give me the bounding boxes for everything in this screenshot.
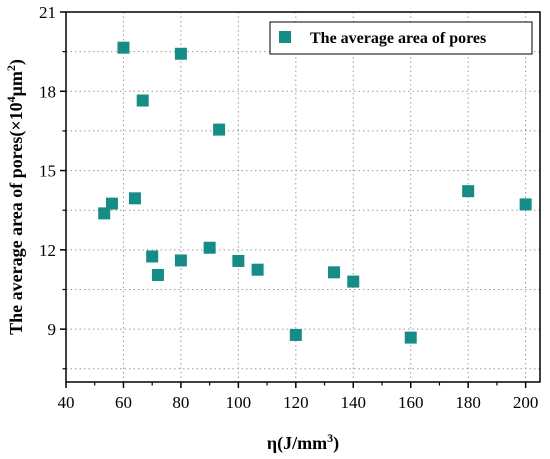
y-axis-label: The average area of pores(×104μm2) [4,59,27,335]
x-axis-label-sup: 3 [327,431,333,445]
x-tick-label: 180 [455,393,481,412]
data-point [289,328,302,341]
x-tick-label: 60 [115,393,132,412]
y-axis-label-sup2: 2 [4,65,18,71]
x-axis-label-main: η(J/mm [267,433,327,454]
x-axis-label-end: ) [333,433,339,454]
y-axis-label-main: The average area of pores(×10 [6,102,27,335]
x-tick-label: 140 [341,393,367,412]
legend-label: The average area of pores [310,30,486,47]
data-point [213,123,226,136]
data-point [251,263,264,276]
x-tick-label: 120 [283,393,309,412]
x-tick-label: 80 [172,393,189,412]
data-point [404,331,417,344]
data-point [232,254,245,267]
x-tick-label: 200 [513,393,539,412]
y-tick-label: 9 [48,320,57,339]
data-point [136,94,149,107]
y-tick-label: 15 [39,162,56,181]
data-point [174,254,187,267]
legend-box [269,21,533,55]
data-point [128,192,141,205]
data-point [105,197,118,210]
x-tick-label: 100 [226,393,252,412]
y-tick-label: 12 [39,241,56,260]
y-tick-label: 21 [39,3,56,22]
data-point [347,275,360,288]
data-point [151,268,164,281]
data-point [519,198,532,211]
data-point [203,241,216,254]
y-axis-label-mid: μm [6,71,26,96]
data-point [117,41,130,54]
data-point [462,185,475,198]
x-tick-label: 160 [398,393,424,412]
data-point [146,250,159,263]
y-axis-label-end: ) [6,59,27,65]
legend-marker [279,31,291,43]
axis-ticks: 40 60 80 100 120 140 160 180 200 9 12 15 18 21 [39,3,538,412]
y-tick-label: 18 [39,82,56,101]
data-point [174,47,187,60]
plot-frame [65,11,541,383]
data-points [98,41,532,344]
data-point [328,266,341,279]
legend: The average area of pores [269,21,533,55]
x-axis-label: η(J/mm3) [267,431,339,454]
data-point [98,207,111,220]
x-tick-label: 40 [58,393,75,412]
y-axis-label-sup1: 4 [4,96,18,102]
